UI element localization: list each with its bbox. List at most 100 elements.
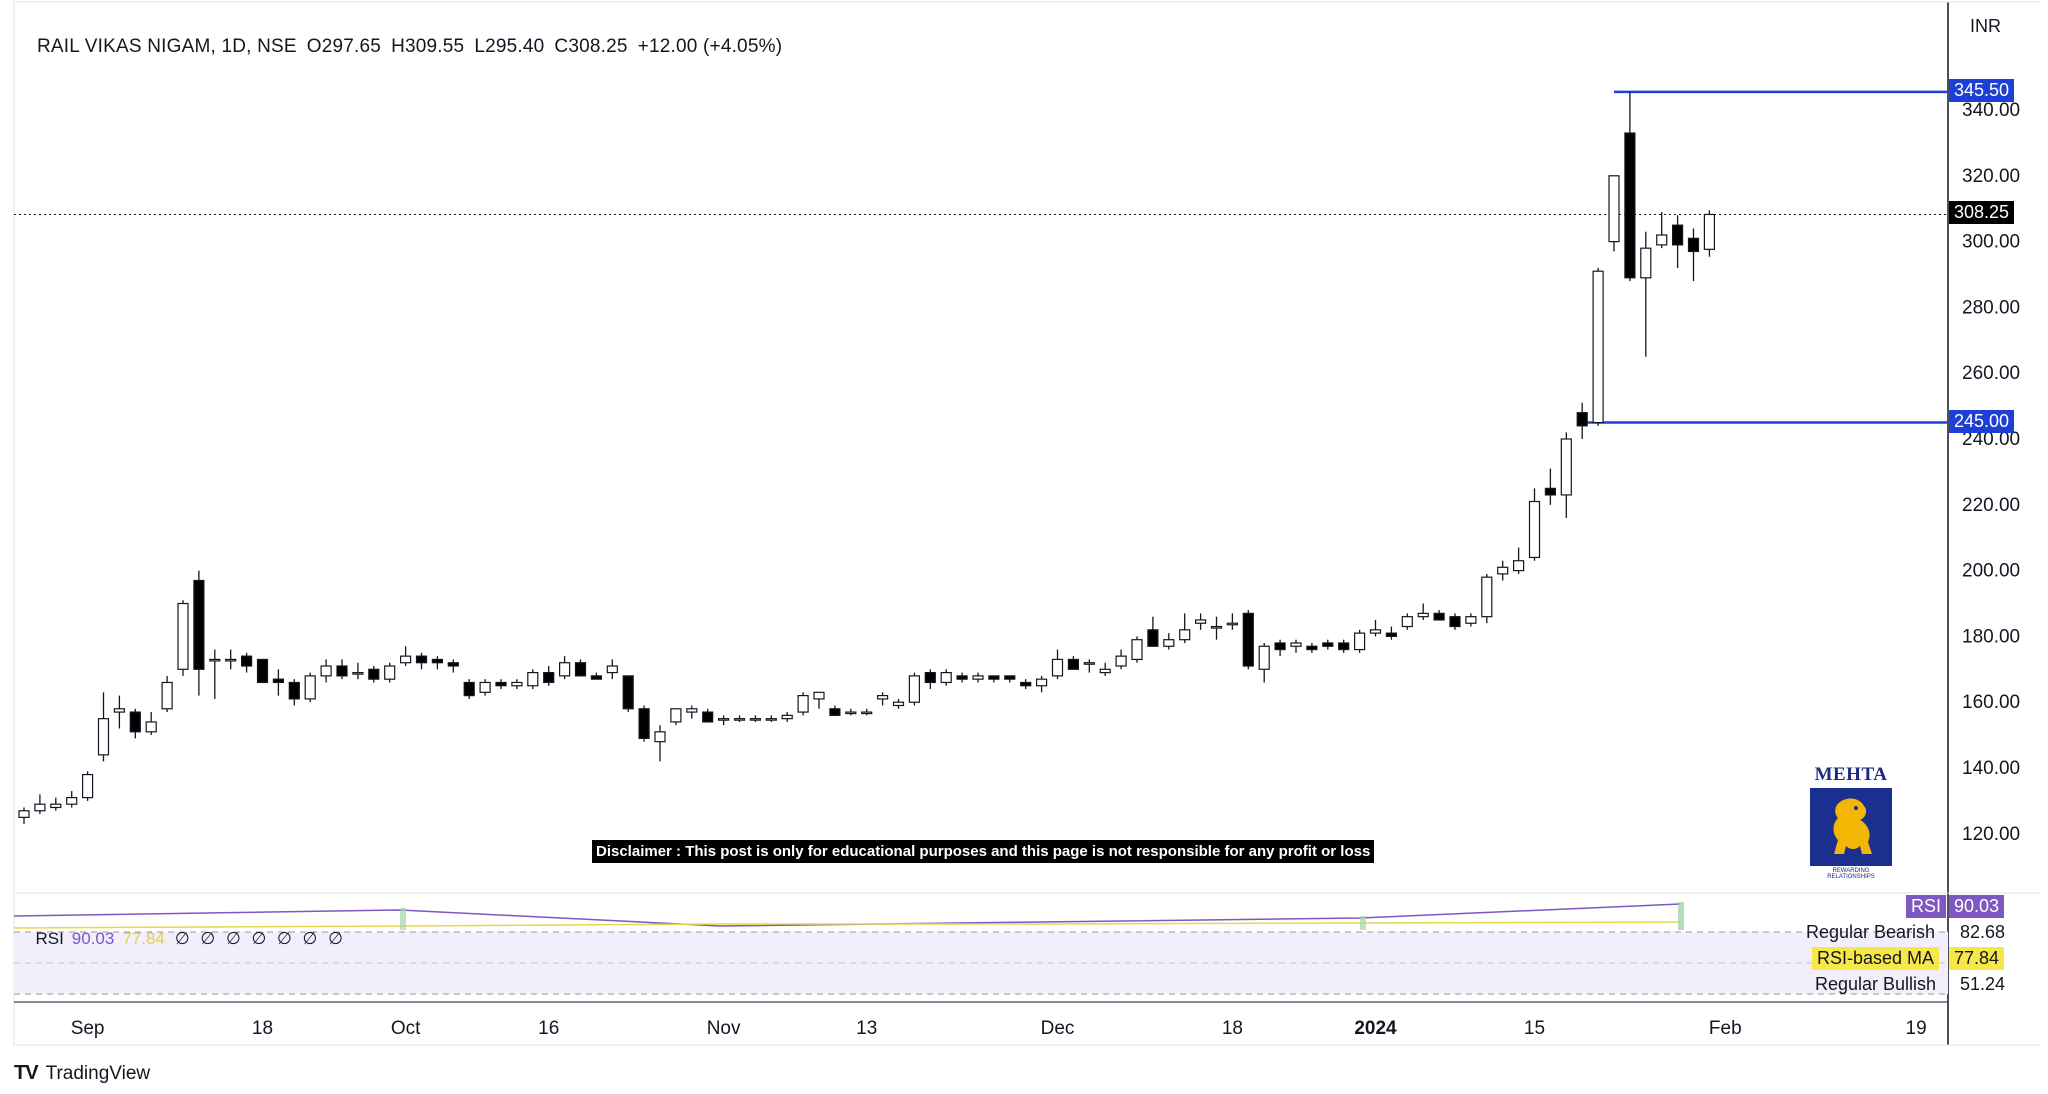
candle-body bbox=[940, 671, 952, 684]
candle-body bbox=[1512, 560, 1525, 572]
lion-emblem-icon bbox=[1810, 788, 1892, 866]
rsi-legend-ma-value: 77.84 bbox=[122, 929, 165, 948]
candle-body bbox=[1274, 642, 1286, 651]
candle bbox=[97, 692, 110, 762]
candle-body bbox=[1497, 566, 1509, 575]
candle bbox=[1528, 488, 1541, 561]
candle-body bbox=[81, 773, 94, 799]
candle-body bbox=[622, 675, 634, 710]
candle-body bbox=[1433, 612, 1445, 621]
candle-body bbox=[908, 675, 921, 703]
candle bbox=[336, 659, 348, 680]
candle bbox=[1147, 616, 1159, 647]
candle bbox=[892, 698, 905, 709]
candle-body bbox=[1338, 642, 1350, 651]
candle-body bbox=[320, 665, 332, 677]
candle-body bbox=[384, 665, 396, 680]
candle-body bbox=[225, 658, 237, 662]
candle bbox=[272, 669, 284, 696]
rsi-legend[interactable]: RSI 90.03 77.84 ∅ ∅ ∅ ∅ ∅ ∅ ∅ bbox=[26, 909, 346, 949]
candle bbox=[1385, 626, 1398, 640]
time-tick-label: Sep bbox=[71, 1018, 105, 1039]
candle bbox=[1433, 610, 1445, 621]
candle bbox=[50, 797, 62, 811]
candle-body bbox=[1035, 678, 1048, 687]
candle bbox=[908, 672, 921, 706]
candle-body bbox=[1083, 662, 1095, 665]
candle bbox=[129, 708, 141, 739]
candle-body bbox=[1258, 645, 1270, 670]
candle-body bbox=[241, 655, 253, 667]
candle bbox=[479, 679, 491, 696]
candle-body bbox=[177, 602, 189, 670]
candle bbox=[1560, 432, 1572, 518]
tradingview-text: TradingView bbox=[45, 1062, 151, 1084]
candle bbox=[304, 672, 316, 703]
rsi-tag-value: 90.03 bbox=[1949, 895, 2005, 918]
candle bbox=[829, 705, 841, 716]
candle bbox=[1640, 231, 1652, 357]
candle-body bbox=[161, 681, 173, 710]
candle bbox=[924, 669, 936, 690]
candle-body bbox=[256, 658, 269, 684]
candle-body bbox=[892, 701, 905, 707]
candle-body bbox=[1353, 632, 1366, 651]
candles bbox=[18, 91, 1716, 824]
candle bbox=[988, 675, 1000, 683]
tradingview-branding[interactable]: TV TradingView bbox=[14, 1062, 150, 1085]
candle bbox=[1210, 616, 1223, 640]
candle-body bbox=[781, 714, 793, 720]
candle-body bbox=[1163, 639, 1175, 647]
candle bbox=[670, 708, 682, 726]
candle-body bbox=[415, 655, 428, 664]
candle bbox=[972, 672, 984, 683]
time-axis[interactable]: Sep 18 Oct 16 Nov 13 Dec 18 2024 15 Feb 19 bbox=[71, 1018, 1927, 1039]
candle bbox=[1035, 675, 1048, 693]
price-tag-low-line: 245.00 bbox=[1949, 410, 2015, 433]
candle bbox=[733, 715, 746, 722]
candle bbox=[1544, 468, 1557, 505]
candle-body bbox=[1703, 213, 1716, 250]
candle-body bbox=[129, 711, 141, 733]
horizontal-lines[interactable] bbox=[1582, 90, 1948, 424]
candle bbox=[940, 669, 952, 686]
rsi-legend-null-values: ∅ ∅ ∅ ∅ ∅ ∅ ∅ bbox=[174, 929, 346, 948]
candle bbox=[368, 666, 380, 683]
candle-body bbox=[733, 718, 746, 721]
candle-body bbox=[400, 655, 412, 664]
time-tick-label: 19 bbox=[1906, 1018, 1927, 1039]
rsi-pane[interactable] bbox=[13, 902, 1948, 995]
candle bbox=[606, 659, 618, 680]
candle bbox=[288, 679, 300, 706]
candle bbox=[781, 712, 793, 722]
price-tick-label: 140.00 bbox=[1962, 758, 2020, 779]
candle bbox=[431, 656, 443, 670]
candle bbox=[622, 675, 634, 713]
candle-body bbox=[606, 665, 618, 674]
candle bbox=[1512, 547, 1525, 574]
candle bbox=[1481, 573, 1493, 624]
price-axis[interactable]: 340.00 320.00 300.00 280.00 260.00 240.00 220.… bbox=[14, 100, 2020, 845]
candle-body bbox=[1004, 675, 1016, 680]
logo-tagline: REWARDING RELATIONSHIPS bbox=[1827, 868, 1875, 880]
candle-body bbox=[1242, 612, 1254, 667]
candle-body bbox=[1210, 625, 1223, 629]
candle bbox=[1656, 211, 1668, 249]
rsi-ma-tag-label: RSI-based MA bbox=[1812, 947, 1940, 970]
candle-body bbox=[1369, 629, 1382, 634]
candle-body bbox=[34, 803, 46, 812]
candle-body bbox=[272, 678, 284, 684]
candle bbox=[543, 666, 555, 686]
candle-body bbox=[193, 579, 205, 670]
candle bbox=[113, 695, 126, 729]
candle bbox=[1592, 267, 1604, 426]
candle-body bbox=[463, 681, 475, 697]
mehta-logo: MEHTA REWARDING RELATIONSHIPS bbox=[1808, 764, 1894, 880]
rsi-bull-marker bbox=[400, 908, 406, 930]
symbol-name[interactable]: RAIL VIKAS NIGAM, 1D, NSE bbox=[36, 36, 297, 57]
candle-body bbox=[702, 711, 714, 723]
candle bbox=[574, 659, 587, 677]
currency-label[interactable]: INR bbox=[1970, 16, 2001, 36]
candle bbox=[400, 646, 412, 667]
